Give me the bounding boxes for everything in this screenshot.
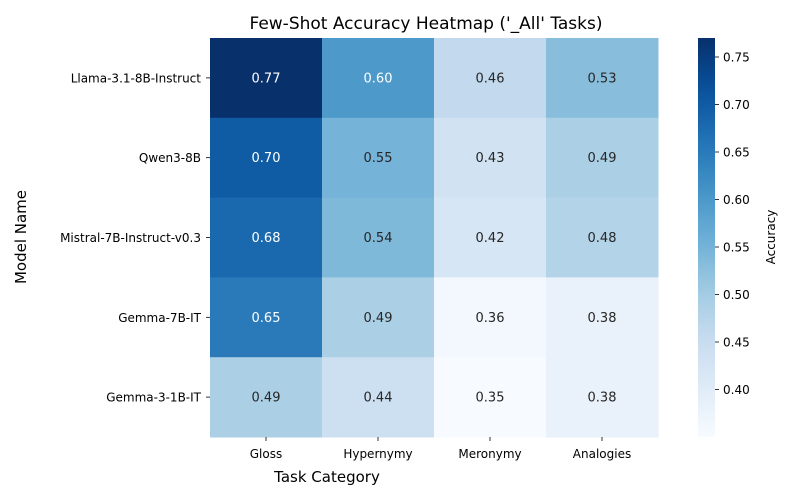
x-tick-label: Hypernymy bbox=[343, 447, 412, 461]
y-tick-label: Gemma-3-1B-IT bbox=[106, 391, 201, 405]
heatmap-cell bbox=[210, 277, 323, 358]
cell-value-label: 0.49 bbox=[252, 391, 281, 406]
y-tick-label: Mistral-7B-Instruct-v0.3 bbox=[60, 231, 201, 245]
colorbar-tick-label: 0.75 bbox=[723, 51, 750, 65]
heatmap-cell bbox=[210, 357, 323, 438]
colorbar-tick-label: 0.70 bbox=[723, 98, 750, 112]
cell-value-label: 0.46 bbox=[476, 71, 505, 86]
cell-value-label: 0.60 bbox=[364, 71, 393, 86]
heatmap-cell bbox=[546, 357, 659, 438]
cell-value-label: 0.55 bbox=[364, 151, 393, 166]
heatmap-cell bbox=[546, 197, 659, 278]
cell-value-label: 0.36 bbox=[476, 311, 505, 326]
y-tick-label: Gemma-7B-IT bbox=[118, 311, 201, 325]
heatmap-cell bbox=[322, 38, 435, 119]
colorbar-tick-label: 0.60 bbox=[723, 193, 750, 207]
x-axis-label: Task Category bbox=[273, 468, 380, 486]
cell-value-label: 0.49 bbox=[364, 311, 393, 326]
cell-value-label: 0.48 bbox=[588, 231, 617, 246]
y-tick-label: Qwen3-8B bbox=[139, 151, 201, 165]
x-tick-label: Gloss bbox=[250, 447, 282, 461]
colorbar-label: Accuracy bbox=[764, 210, 778, 265]
heatmap-cell bbox=[322, 277, 435, 358]
cell-value-label: 0.53 bbox=[588, 71, 617, 86]
heatmap-cell bbox=[210, 197, 323, 278]
cell-value-label: 0.38 bbox=[588, 391, 617, 406]
cell-value-label: 0.68 bbox=[252, 231, 281, 246]
cell-value-label: 0.54 bbox=[364, 231, 393, 246]
chart-title: Few-Shot Accuracy Heatmap ('_All' Tasks) bbox=[249, 14, 602, 34]
y-axis: Llama-3.1-8B-Instruct Qwen3-8B Mistral-7B-… bbox=[60, 71, 210, 405]
colorbar-tick-label: 0.45 bbox=[723, 336, 750, 350]
cell-value-label: 0.65 bbox=[252, 311, 281, 326]
cell-value-label: 0.43 bbox=[476, 151, 505, 166]
y-axis-label: Model Name bbox=[12, 190, 30, 284]
x-axis: Gloss Hypernymy Meronymy Analogies bbox=[250, 437, 631, 461]
cell-value-label: 0.77 bbox=[252, 71, 281, 86]
heatmap-cell bbox=[322, 197, 435, 278]
heatmap-cells bbox=[210, 38, 659, 438]
heatmap-cell bbox=[210, 117, 323, 199]
heatmap-cell-labels: 0.77 0.60 0.46 0.53 0.70 0.55 0.43 0.49 0.68 0.54… bbox=[252, 71, 617, 405]
colorbar-tick-label: 0.55 bbox=[723, 241, 750, 255]
heatmap-cell bbox=[434, 38, 547, 119]
heatmap-cell bbox=[322, 117, 435, 199]
y-tick-label: Llama-3.1-8B-Instruct bbox=[71, 71, 202, 85]
cell-value-label: 0.70 bbox=[252, 151, 281, 166]
colorbar-ticks: 0.40 0.45 0.50 0.55 0.60 0.65 0.70 0.75 bbox=[715, 51, 750, 397]
heatmap-cell bbox=[546, 38, 659, 119]
heatmap-cell bbox=[546, 117, 659, 199]
colorbar bbox=[698, 38, 715, 437]
x-tick-label: Meronymy bbox=[458, 447, 521, 461]
colorbar-tick-label: 0.40 bbox=[723, 383, 750, 397]
heatmap-cell bbox=[434, 357, 547, 438]
heatmap-cell bbox=[434, 277, 547, 358]
x-tick-label: Analogies bbox=[573, 447, 631, 461]
heatmap-cell bbox=[434, 117, 547, 199]
colorbar-tick-label: 0.65 bbox=[723, 146, 750, 160]
cell-value-label: 0.38 bbox=[588, 311, 617, 326]
heatmap-cell bbox=[322, 357, 435, 438]
cell-value-label: 0.35 bbox=[476, 391, 505, 406]
heatmap-cell bbox=[434, 197, 547, 278]
heatmap-cell bbox=[546, 277, 659, 358]
heatmap-cell bbox=[210, 38, 323, 119]
cell-value-label: 0.49 bbox=[588, 151, 617, 166]
cell-value-label: 0.44 bbox=[364, 391, 393, 406]
colorbar-tick-label: 0.50 bbox=[723, 288, 750, 302]
cell-value-label: 0.42 bbox=[476, 231, 505, 246]
